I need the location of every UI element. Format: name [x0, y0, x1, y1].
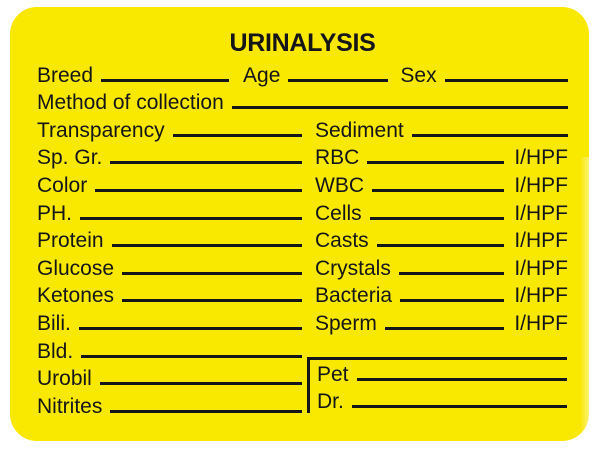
ketones-blank-line	[122, 299, 302, 303]
sperm-unit-label: I/HPF	[514, 311, 568, 335]
age-blank-line	[288, 78, 389, 82]
dr-label: Dr.	[317, 389, 344, 413]
sperm-blank-line	[384, 326, 505, 330]
age-label: Age	[243, 63, 281, 87]
pet-dr-signature-box: Pet Dr.	[307, 357, 567, 413]
row-dr: Dr.	[317, 386, 567, 413]
casts-unit-label: I/HPF	[514, 229, 568, 253]
transparency-label: Transparency	[37, 118, 165, 142]
sex-blank-line	[444, 78, 568, 82]
method-of-collection-label: Method of collection	[37, 91, 224, 115]
casts-label: Casts	[315, 229, 369, 253]
wbc-blank-line	[372, 188, 505, 192]
dr-blank-line	[351, 404, 567, 408]
row-urobil: Urobil	[37, 363, 568, 391]
wbc-label: WBC	[315, 173, 364, 197]
cells-blank-line	[369, 216, 505, 220]
bili-blank-line	[78, 326, 302, 330]
urobil-blank-line	[99, 382, 302, 386]
sediment-blank-line	[411, 133, 568, 137]
label-title: URINALYSIS	[229, 29, 376, 57]
sex-label: Sex	[400, 63, 437, 87]
nitrites-label: Nitrites	[37, 394, 103, 418]
bili-label: Bili.	[37, 311, 71, 335]
protein-label: Protein	[37, 229, 104, 253]
protein-blank-line	[111, 244, 302, 248]
crystals-label: Crystals	[315, 256, 391, 280]
ketones-label: Ketones	[37, 284, 115, 308]
urinalysis-label: URINALYSIS Breed Age Sex Method of colle…	[10, 7, 589, 441]
wbc-unit-label: I/HPF	[514, 173, 568, 197]
rbc-blank-line	[367, 161, 505, 165]
row-nitrites: Nitrites	[37, 390, 568, 418]
label-content: URINALYSIS Breed Age Sex Method of colle…	[37, 27, 568, 418]
row-method-of-collection: Method of collection	[37, 87, 568, 115]
rbc-label: RBC	[315, 146, 360, 170]
row-protein-casts: Protein Casts I/HPF	[37, 225, 568, 253]
ph-blank-line	[80, 216, 302, 220]
color-blank-line	[95, 188, 302, 192]
bacteria-blank-line	[400, 299, 505, 303]
crystals-unit-label: I/HPF	[514, 256, 568, 280]
nitrites-blank-line	[110, 409, 302, 413]
breed-blank-line	[101, 78, 230, 82]
row-ph-cells: PH. Cells I/HPF	[37, 197, 568, 225]
bld-label: Bld.	[37, 339, 74, 363]
transparency-blank-line	[172, 133, 302, 137]
sperm-label: Sperm	[315, 311, 377, 335]
row-pet: Pet	[317, 360, 567, 386]
glucose-blank-line	[122, 271, 302, 275]
method-of-collection-blank-line	[231, 106, 568, 110]
sp-gr-blank-line	[110, 161, 302, 165]
label-edge-sheen	[580, 157, 589, 441]
ph-label: PH.	[37, 201, 73, 225]
row-glucose-crystals: Glucose Crystals I/HPF	[37, 252, 568, 280]
row-bili-sperm: Bili. Sperm I/HPF	[37, 307, 568, 335]
row-bld: Bld.	[37, 335, 568, 363]
bacteria-label: Bacteria	[315, 284, 393, 308]
sp-gr-label: Sp. Gr.	[37, 146, 103, 170]
color-label: Color	[37, 173, 88, 197]
cells-unit-label: I/HPF	[514, 201, 568, 225]
row-color-wbc: Color WBC I/HPF	[37, 169, 568, 197]
crystals-blank-line	[398, 271, 505, 275]
urobil-label: Urobil	[37, 367, 92, 391]
row-ketones-bacteria: Ketones Bacteria I/HPF	[37, 280, 568, 308]
row-transparency-sediment: Transparency Sediment	[37, 114, 568, 142]
row-breed-age-sex: Breed Age Sex	[37, 59, 568, 87]
row-spgr-rbc: Sp. Gr. RBC I/HPF	[37, 142, 568, 170]
rbc-unit-label: I/HPF	[514, 146, 568, 170]
cells-label: Cells	[315, 201, 362, 225]
casts-blank-line	[376, 244, 505, 248]
pet-label: Pet	[317, 363, 349, 387]
sediment-label: Sediment	[315, 118, 404, 142]
pet-blank-line	[356, 378, 567, 382]
breed-label: Breed	[37, 63, 94, 87]
bld-blank-line	[81, 354, 302, 358]
bacteria-unit-label: I/HPF	[514, 284, 568, 308]
glucose-label: Glucose	[37, 256, 115, 280]
